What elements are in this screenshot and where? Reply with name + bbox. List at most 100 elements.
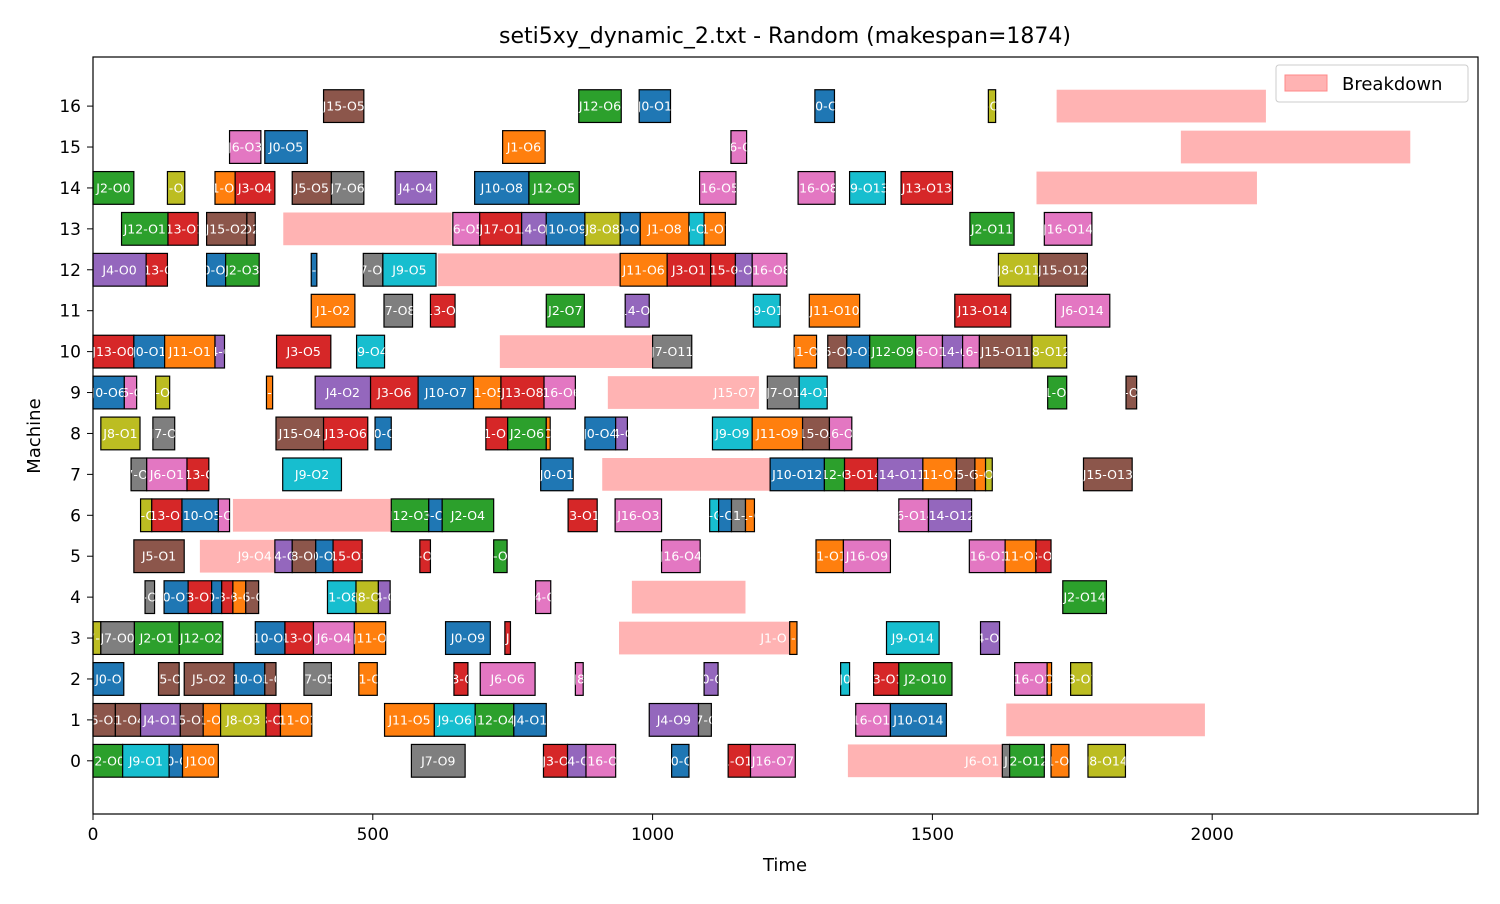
operation-bar xyxy=(369,375,419,410)
operation-label: J11-O1 xyxy=(998,549,1041,564)
operation-bar xyxy=(797,170,836,205)
operation-label: -O xyxy=(155,385,170,400)
operation-label: J12-O2 xyxy=(179,631,222,646)
operation-label: J0-O xyxy=(697,671,724,686)
breakdown-label: J6-O1 xyxy=(964,753,999,768)
operation-label: J0-O9 xyxy=(450,631,485,646)
operation-bar xyxy=(353,621,387,656)
operation-label: J8-O8 xyxy=(584,221,619,236)
operation-bar xyxy=(246,211,256,246)
y-tick-label: 8 xyxy=(70,424,81,444)
operation-bar xyxy=(332,539,363,574)
operation-bar xyxy=(584,211,621,246)
operation-bar xyxy=(282,457,343,492)
operation-bar xyxy=(166,170,186,205)
operation-bar xyxy=(233,661,266,696)
operation-bar xyxy=(312,621,355,656)
operation-label: J4-O xyxy=(206,344,233,359)
y-tick-label: 15 xyxy=(59,138,81,158)
operation-label: J8-O3 xyxy=(225,712,260,727)
operation-bar xyxy=(542,743,569,778)
operation-label: J15-O11 xyxy=(980,344,1031,359)
operation-bar xyxy=(217,498,231,533)
operation-label: -O xyxy=(169,180,184,195)
operation-bar xyxy=(1047,375,1068,410)
operation-label: J8-O xyxy=(353,590,380,605)
operation-label: J9-O5 xyxy=(391,262,426,277)
operation-label: J1-O7 xyxy=(697,221,732,236)
breakdown-bar xyxy=(607,376,759,409)
operation-bar xyxy=(584,416,617,451)
operation-label: J14-O8 xyxy=(615,303,658,318)
operation-label: J15-O xyxy=(705,262,740,277)
operation-bar xyxy=(114,702,142,737)
operation-label: J13-O6 xyxy=(277,631,320,646)
operation-label: J3-O xyxy=(541,753,568,768)
operation-label: J1-O1 xyxy=(1039,385,1074,400)
operation-label: J14-O5 xyxy=(512,221,555,236)
operation-label: J10-O3 xyxy=(227,671,270,686)
breakdown-label: J15-O7 xyxy=(713,385,756,400)
operation-bar xyxy=(444,621,491,656)
operation-bar xyxy=(254,621,286,656)
operation-bar xyxy=(245,580,260,615)
operation-label: J2-O7 xyxy=(547,303,582,318)
operation-label: J3-O4 xyxy=(255,712,290,727)
operation-label: J13-O1 xyxy=(145,508,188,523)
operation-bar xyxy=(927,498,973,533)
breakdown-bar xyxy=(499,335,653,368)
operation-label: J3-O6 xyxy=(376,385,411,400)
operation-bar xyxy=(624,293,650,328)
operation-bar xyxy=(303,661,332,696)
operation-label: J15-O1 xyxy=(944,467,987,482)
operation-bar xyxy=(383,293,414,328)
operation-bar xyxy=(869,334,917,369)
operation-bar xyxy=(417,375,475,410)
operation-label: O2 xyxy=(242,221,260,236)
operation-bar xyxy=(574,661,584,696)
operation-bar xyxy=(567,498,598,533)
x-tick-label: 0 xyxy=(88,825,99,845)
operation-label: J16-O xyxy=(953,344,988,359)
operation-label: J3-O4 xyxy=(237,180,272,195)
y-tick-label: 6 xyxy=(70,506,81,526)
operation-bar xyxy=(452,211,481,246)
y-tick-label: 2 xyxy=(70,670,81,690)
operation-label: J8-O12 xyxy=(1027,344,1070,359)
operation-bar xyxy=(798,375,828,410)
operation-bar xyxy=(504,621,512,656)
operation-bar xyxy=(157,661,180,696)
operation-label: J12-O9 xyxy=(871,344,914,359)
operation-bar xyxy=(648,702,700,737)
operation-label: J0-O xyxy=(369,426,396,441)
operation-label: J8-O2 xyxy=(128,508,163,523)
breakdown-bar xyxy=(1036,171,1257,205)
operation-bar xyxy=(900,170,954,205)
operation-label: J16-O xyxy=(583,753,618,768)
operation-label: J0-O1 xyxy=(637,99,672,114)
operation-bar xyxy=(699,170,737,205)
operation-label: J13-O13 xyxy=(901,180,952,195)
operation-bar xyxy=(540,457,574,492)
operation-bar xyxy=(766,375,800,410)
operation-bar xyxy=(441,498,495,533)
operation-bar xyxy=(410,743,466,778)
breakdown-bar xyxy=(232,498,392,532)
operation-label: -O xyxy=(142,590,157,605)
operation-bar xyxy=(264,661,277,696)
operation-label: J1-O8 xyxy=(646,221,681,236)
operation-bar xyxy=(144,580,156,615)
operation-bar xyxy=(310,252,318,287)
operation-label: J6-O5 xyxy=(448,221,483,236)
operation-bar xyxy=(885,621,940,656)
breakdown-label: J1-O xyxy=(759,631,786,646)
operation-label: J9-O4 xyxy=(352,344,387,359)
operation-bar xyxy=(330,170,365,205)
operation-bar xyxy=(133,539,185,574)
operation-label: J9-O1 xyxy=(749,303,784,318)
operation-bar xyxy=(1054,293,1111,328)
operation-label: J7-O6 xyxy=(329,180,364,195)
operation-bar xyxy=(1009,743,1045,778)
operation-bar xyxy=(279,702,313,737)
operation-label: J4-O1 xyxy=(972,631,1007,646)
